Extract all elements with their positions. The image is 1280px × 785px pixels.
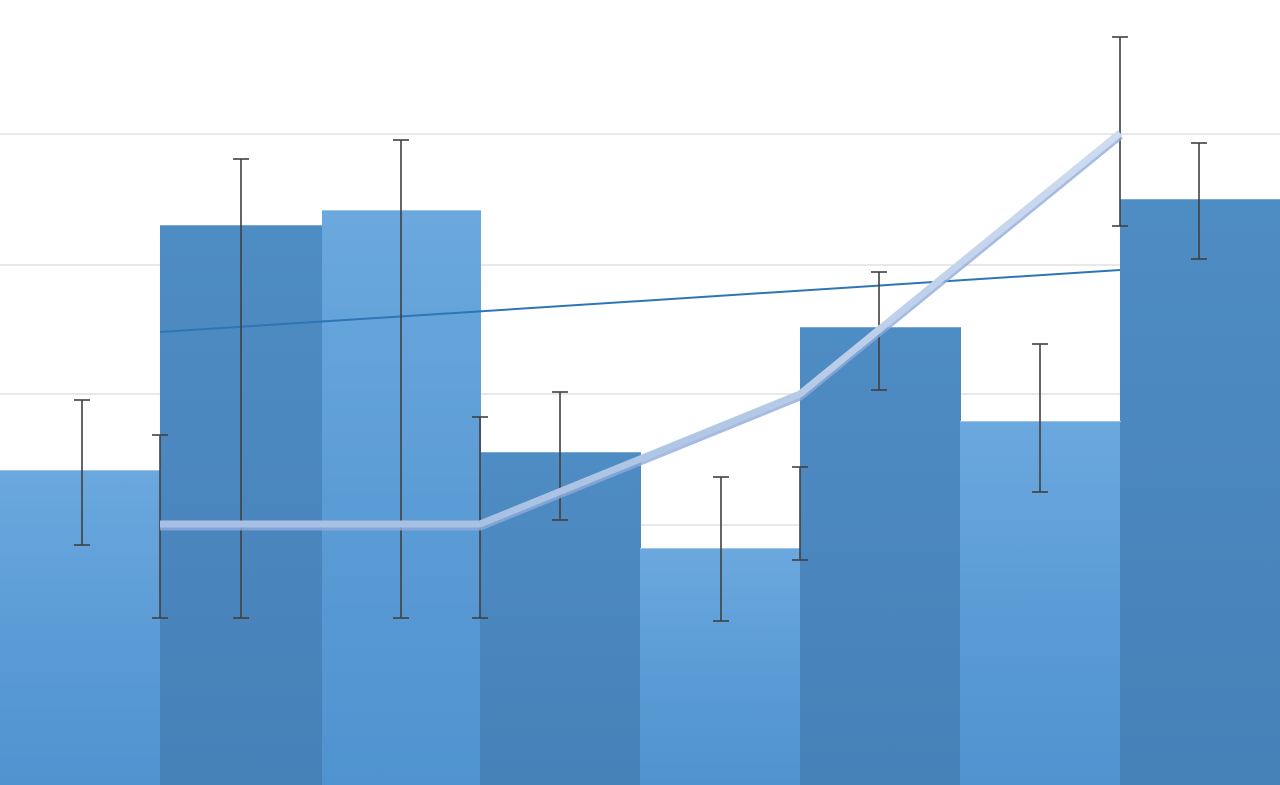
error-bar-group xyxy=(74,36,1207,622)
error-bar-4 xyxy=(552,391,568,521)
error-bar-2 xyxy=(233,158,249,619)
bar-8[interactable] xyxy=(1120,199,1280,785)
bar-1[interactable] xyxy=(0,470,161,785)
error-bar-1 xyxy=(74,399,90,546)
error-bar-3 xyxy=(393,139,409,619)
trend-step-line[interactable] xyxy=(160,130,1123,528)
bar-6[interactable] xyxy=(800,327,961,785)
trend-linear-series xyxy=(159,269,1121,333)
error-bar-7 xyxy=(1032,343,1048,493)
trend-linear-line[interactable] xyxy=(159,269,1121,333)
error-bar-8 xyxy=(1191,142,1207,260)
error-bar-5 xyxy=(713,476,729,622)
overlay-err-4 xyxy=(792,466,808,561)
trend-step-series xyxy=(160,130,1123,531)
overlay-err-1 xyxy=(1112,36,1128,227)
overlay-err-2 xyxy=(472,416,488,619)
